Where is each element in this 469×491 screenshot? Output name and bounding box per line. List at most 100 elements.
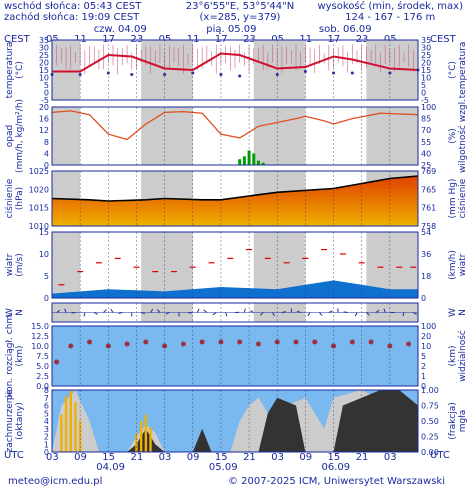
tick-left: 1025 (29, 167, 49, 176)
bottom-date-label: 05.09 (209, 462, 238, 473)
bottom-hour-label: 03 (271, 452, 284, 463)
cloud-top-point (237, 339, 243, 345)
wind-direction-arrow (212, 312, 217, 316)
tick-left: 2.5 (36, 372, 49, 381)
wind-direction-arrow (118, 312, 123, 315)
tick-left: 1010 (29, 222, 49, 231)
tick-right: 761 (421, 204, 436, 213)
tick-left: 12 (39, 126, 49, 135)
wind-direction-arrow (64, 308, 67, 313)
tick-right: 100 (421, 322, 436, 331)
top-tz-label-right: CEST (430, 34, 457, 45)
header-left: wschód słońca: 05:43 CEST zachód słońca:… (4, 1, 141, 23)
panel-unit-right: (km/h) (448, 250, 458, 280)
tick-left: 5 (44, 409, 49, 418)
tick-right: 2 (421, 362, 426, 371)
tick-right: 15 (421, 66, 431, 75)
panel-label-left: opad (5, 125, 15, 147)
tick-left: 5 (44, 81, 49, 90)
tick-right: 40 (421, 149, 431, 158)
sunrise-text: wschód słońca: 05:43 CEST (4, 1, 142, 12)
cloud-top-point (349, 339, 355, 345)
tick-left: 10 (39, 250, 49, 259)
cloud-top-point (124, 341, 130, 347)
tick-left: 0 (44, 89, 49, 98)
wind-direction-arrow (328, 310, 333, 313)
wind-direction-arrow (319, 312, 323, 316)
wind-direction-arrow (141, 312, 146, 315)
coords-text: 23°6'55"E, 53°5'44"N (185, 1, 295, 12)
tick-left: 15.0 (31, 322, 49, 331)
fog-bar (69, 390, 72, 452)
panel-unit-right: (mm Hg) (448, 179, 458, 219)
tick-left: 16 (39, 115, 49, 124)
tick-left: 7.5 (36, 352, 49, 361)
cloud-top-point (143, 339, 149, 345)
bottom-hour-label: 09 (74, 452, 87, 463)
wind-direction-arrow (150, 308, 154, 313)
panel-label-right: widzialność (457, 330, 468, 382)
tick-left: 4 (44, 149, 49, 158)
panel-frame (51, 325, 419, 387)
wind-direction-arrow (375, 309, 380, 313)
bottom-hour-label: 21 (356, 452, 369, 463)
tick-left: 6 (44, 402, 49, 411)
tick-left: 30 (39, 44, 49, 53)
fog-bar (60, 414, 63, 452)
wind-direction-arrow (110, 308, 114, 313)
cloud-cover-high (52, 390, 418, 452)
grid-text: (x=285, y=379) (199, 12, 281, 23)
panel-frame (51, 302, 419, 323)
bottom-hour-label: 15 (328, 452, 341, 463)
wind-direction-arrow (281, 311, 286, 313)
bottom-hour-label: 09 (299, 452, 312, 463)
panel-label-right: temperatura (458, 42, 468, 99)
wind-direction-arrow (203, 309, 208, 313)
wind-direction-arrow (56, 309, 61, 313)
wind-direction-arrow (94, 312, 99, 315)
tick-left: 20 (39, 59, 49, 68)
tick-right: 758 (421, 222, 436, 231)
tick-left: 1 (44, 440, 49, 449)
tick-left: 15 (39, 66, 49, 75)
panel-unit-left: N (15, 309, 25, 316)
panel-label-left: temperatura (5, 42, 15, 99)
panel-frame (51, 231, 419, 299)
panel-label-left: ciśnienie (4, 178, 15, 218)
header-center: 23°6'55"E, 53°5'44"N (x=285, y=379) (170, 1, 310, 23)
tick-right: 0 (421, 294, 426, 303)
panel-unit-right: (km) (448, 345, 458, 366)
tick-left: 7 (44, 394, 49, 403)
panel-frame (51, 39, 419, 101)
panel-unit-right: (frakcja) (448, 402, 458, 440)
tick-right: 765 (421, 185, 436, 194)
tick-left: 1020 (29, 185, 49, 194)
fog-bar (64, 396, 68, 452)
header-right: wysokość (min, środek, max) 124 - 167 - … (317, 1, 463, 23)
panel-label-right: wiatr (458, 253, 468, 276)
bottom-tz-label-right: UTC (430, 450, 450, 461)
tick-left: -5 (41, 96, 49, 105)
tick-right: 36 (421, 250, 431, 259)
cloud-top-point (368, 339, 374, 345)
wind-direction-arrow (103, 309, 107, 313)
wind-direction-arrow (402, 312, 405, 317)
temperature-line (52, 52, 419, 73)
humidity-line (51, 110, 419, 141)
panel-unit-right: (°C) (448, 61, 458, 79)
tick-right: 35 (421, 36, 431, 45)
panel-frame (51, 170, 419, 227)
wind-direction-arrow (272, 312, 275, 317)
tick-right: 55 (421, 138, 431, 147)
tick-left: 0 (44, 161, 49, 170)
footer-email: meteo@icm.edu.pl (8, 476, 103, 487)
precip-bar (252, 153, 256, 165)
pressure-area (52, 176, 418, 226)
tick-left: 10.0 (31, 342, 49, 351)
tick-right: 0.00 (421, 448, 439, 457)
fog-bar (149, 427, 152, 452)
tick-right: 10 (421, 342, 431, 351)
tick-right: 1.00 (421, 386, 439, 395)
tick-right: 25 (421, 161, 431, 170)
